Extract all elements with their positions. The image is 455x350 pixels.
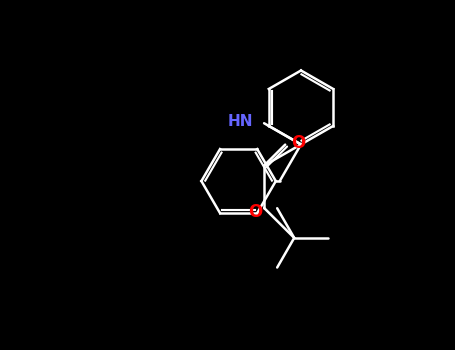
Text: HN: HN [228, 114, 253, 129]
Text: O: O [291, 134, 306, 152]
Text: O: O [248, 203, 262, 221]
